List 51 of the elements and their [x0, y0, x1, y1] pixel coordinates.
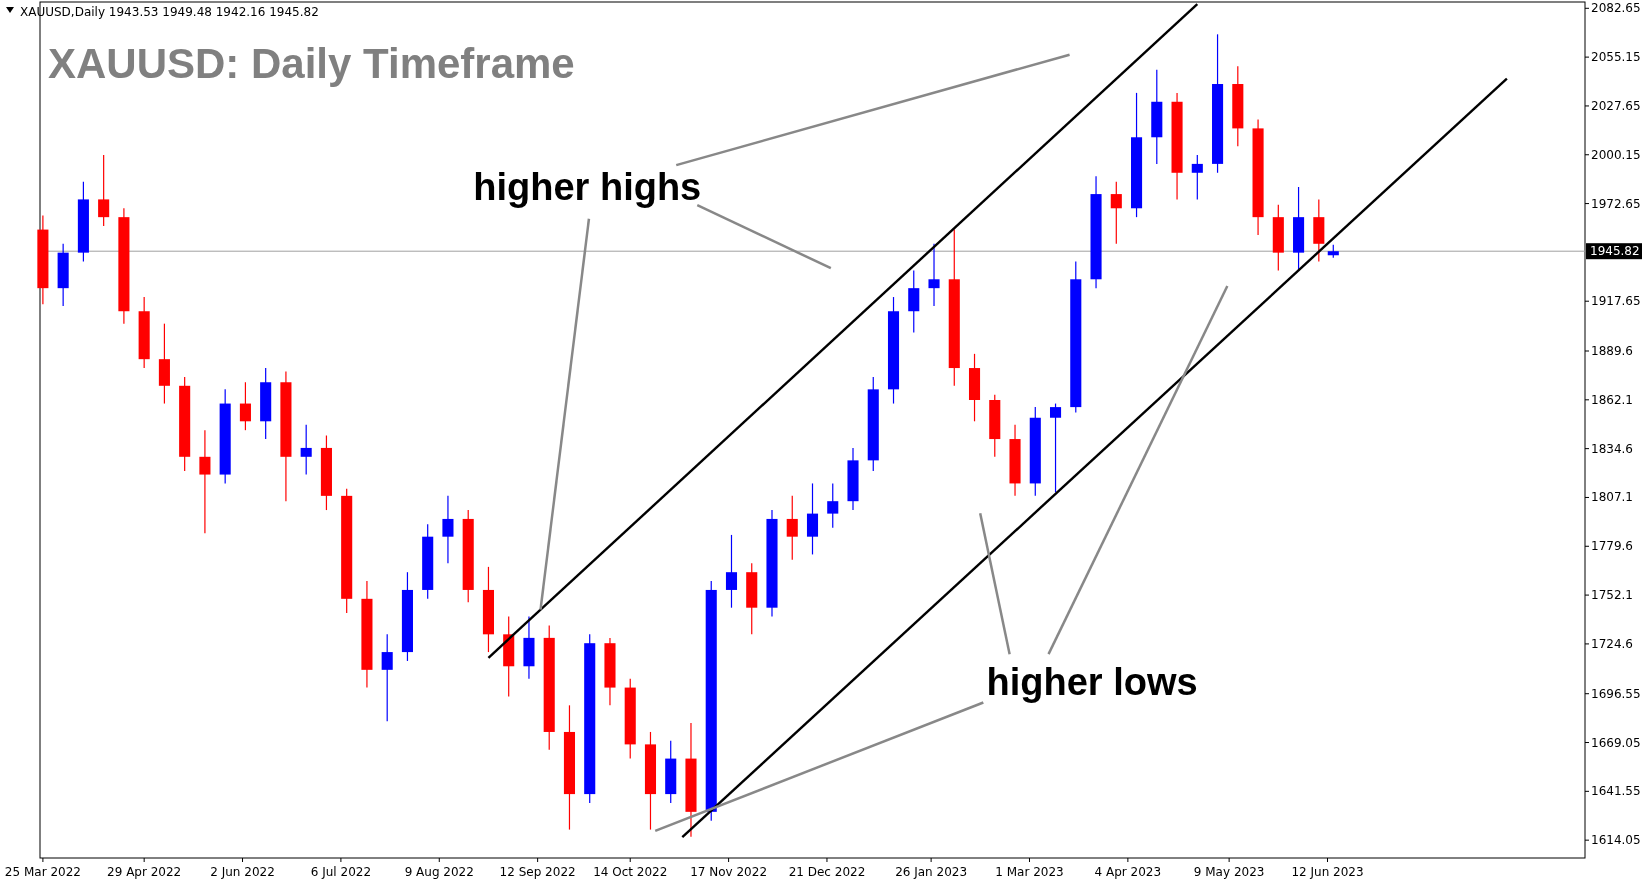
candlestick	[381, 633, 393, 722]
x-tick-label: 9 May 2023	[1193, 865, 1265, 879]
x-tick-label: 4 Apr 2023	[1094, 865, 1162, 879]
y-tick-label: 1779.6	[1591, 539, 1633, 554]
y-tick-label: 1669.05	[1591, 735, 1641, 750]
candlestick	[98, 154, 110, 227]
y-tick-label: 1614.05	[1591, 833, 1641, 848]
y-tick-label: 1641.55	[1591, 784, 1641, 799]
candlestick	[199, 429, 211, 534]
x-tick-label: 29 Apr 2022	[107, 865, 182, 879]
y-tick-label: 1834.6	[1591, 441, 1633, 456]
y-tick-label: 1862.1	[1591, 392, 1633, 407]
x-tick-label: 25 Mar 2022	[4, 865, 81, 879]
annotation: higher highs	[473, 165, 702, 208]
candlestick	[1110, 181, 1122, 245]
x-tick-label: 14 Oct 2022	[593, 865, 668, 879]
candlestick	[908, 269, 920, 334]
x-tick-label: 1 Mar 2023	[995, 865, 1064, 879]
y-tick-label: 2000.15	[1591, 147, 1641, 162]
x-tick-label: 12 Jun 2023	[1291, 865, 1364, 879]
text: XAUUSD: Daily Timeframe	[48, 40, 575, 87]
candlestick	[1191, 154, 1203, 200]
candlestick	[1049, 402, 1062, 493]
x-tick-label: 12 Sep 2022	[499, 865, 576, 879]
candlestick	[786, 495, 798, 561]
x-tick-label: 6 Jul 2022	[310, 865, 372, 879]
y-tick-label: 1696.55	[1591, 686, 1641, 701]
candlestick	[442, 495, 454, 564]
x-tick-label: 26 Jan 2023	[895, 865, 968, 879]
y-tick-label: 1752.1	[1591, 588, 1633, 603]
y-tick-label: 2082.65	[1591, 1, 1641, 16]
ref-line-label: 1945.82	[1590, 244, 1640, 259]
y-tick-label: 1724.6	[1591, 636, 1633, 651]
y-tick-label: 1807.1	[1591, 490, 1633, 505]
y-tick-label: 1972.65	[1591, 196, 1641, 211]
candlestick	[806, 482, 819, 556]
y-tick-label: 2027.65	[1591, 98, 1641, 113]
x-tick-label: 9 Aug 2022	[404, 865, 474, 879]
candlestick	[725, 534, 738, 609]
candlestick	[827, 482, 839, 529]
x-tick-label: 17 Nov 2022	[690, 865, 768, 879]
x-tick-label: 21 Dec 2022	[788, 865, 866, 879]
y-tick-label: 1917.65	[1591, 294, 1641, 309]
annotation: higher lows	[986, 661, 1198, 704]
candlestick	[928, 243, 940, 307]
candlestick	[300, 424, 312, 476]
candlestick	[239, 381, 251, 431]
x-tick-label: 2 Jun 2022	[210, 865, 275, 879]
y-tick-label: 2055.15	[1591, 50, 1641, 65]
annotation: XAUUSD,Daily 1943.53 1949.48 1942.16 1945.82	[20, 5, 319, 19]
y-tick-label: 1889.6	[1591, 344, 1633, 358]
